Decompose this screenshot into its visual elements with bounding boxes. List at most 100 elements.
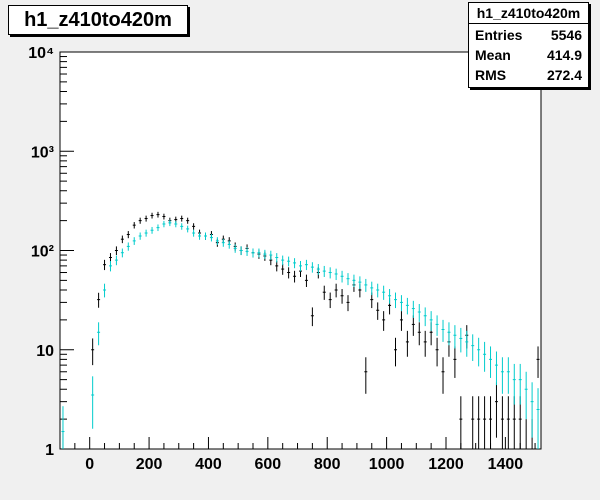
data-point [132,237,136,245]
data-point [435,315,439,336]
data-point [394,292,397,309]
data-point [494,351,498,386]
data-point [447,322,451,346]
data-point [512,396,516,449]
data-point [518,396,522,449]
data-point [322,285,326,300]
y-tick-label: 10 [36,343,54,360]
data-point [304,259,308,271]
data-point [411,315,415,336]
data-point [221,238,225,247]
title-box: h1_z410to420m [8,5,188,35]
data-point [316,264,320,275]
y-tick-label: 10² [31,244,54,261]
data-point [162,213,166,220]
data-point [483,396,487,449]
data-point [429,311,433,331]
data-point [399,295,403,312]
data-point [471,396,475,449]
data-point [489,346,493,378]
stats-row-rms: RMS 272.4 [475,65,582,85]
data-point [186,225,190,233]
series-cyan [61,219,540,449]
x-tick-label: 400 [195,456,222,473]
data-point [144,229,148,237]
x-tick-label: 1400 [488,456,524,473]
data-point [108,253,112,263]
data-point [97,292,101,308]
data-point [114,255,118,266]
data-point [536,346,540,378]
data-point [536,388,540,449]
data-point [417,304,421,322]
stats-row-entries: Entries 5546 [475,25,582,45]
data-point [245,247,249,256]
data-point [310,307,314,327]
axes: 0 200 400 600 800 1000 1200 1400 1 10 10² 10³ 10⁴ [28,45,536,473]
data-point [108,260,112,272]
data-point [512,363,516,405]
data-point [138,232,142,240]
data-point [494,382,498,438]
stats-label: RMS [475,67,507,83]
data-point [281,264,285,275]
data-point [263,249,267,259]
stats-value: 414.9 [546,47,582,63]
data-point [180,215,184,222]
stats-value: 5546 [550,27,582,43]
data-point [192,223,196,230]
data-point [287,267,291,279]
data-point [500,396,504,449]
data-point [423,307,427,327]
data-point [304,274,308,287]
data-point [459,327,463,353]
data-point [376,283,380,298]
data-point [156,211,160,218]
data-point [340,270,344,283]
stats-label: Mean [475,47,511,63]
stats-box: h1_z410to420m Entries 5546 Mean 414.9 RM… [468,2,589,88]
data-point [103,283,107,298]
data-point [281,255,285,266]
stats-label: Entries [475,27,523,43]
x-tick-label: 1000 [369,456,405,473]
data-point [334,283,338,298]
data-point [471,334,475,362]
data-point [328,292,332,309]
data-point [453,346,457,378]
data-point [394,337,397,367]
data-point [233,244,237,253]
data-point [91,376,95,429]
x-tick-label: 200 [136,456,163,473]
data-point [334,268,338,281]
x-tick-label: 0 [85,456,94,473]
data-point [168,219,172,227]
data-point [61,406,65,449]
data-point [500,357,504,394]
data-point [358,276,362,289]
data-point [382,285,386,300]
stats-value: 272.4 [546,67,582,83]
data-point [376,302,380,320]
data-point [174,220,178,228]
data-point [382,311,386,331]
data-point [328,267,332,279]
plot-frame [59,51,542,450]
data-point [239,246,243,256]
stats-row-mean: Mean 414.9 [475,45,582,65]
data-point [91,338,95,366]
data-point [299,260,302,272]
data-point [120,248,124,258]
data-point [97,322,101,346]
x-tick-label: 800 [314,456,341,473]
data-point [364,357,368,394]
data-point [417,322,421,346]
data-point [322,265,326,277]
data-point [453,325,457,349]
data-point [524,419,528,450]
data-point [215,237,219,245]
data-point [209,234,213,242]
data-point [405,330,409,357]
data-point [477,396,481,449]
data-point [192,229,196,237]
